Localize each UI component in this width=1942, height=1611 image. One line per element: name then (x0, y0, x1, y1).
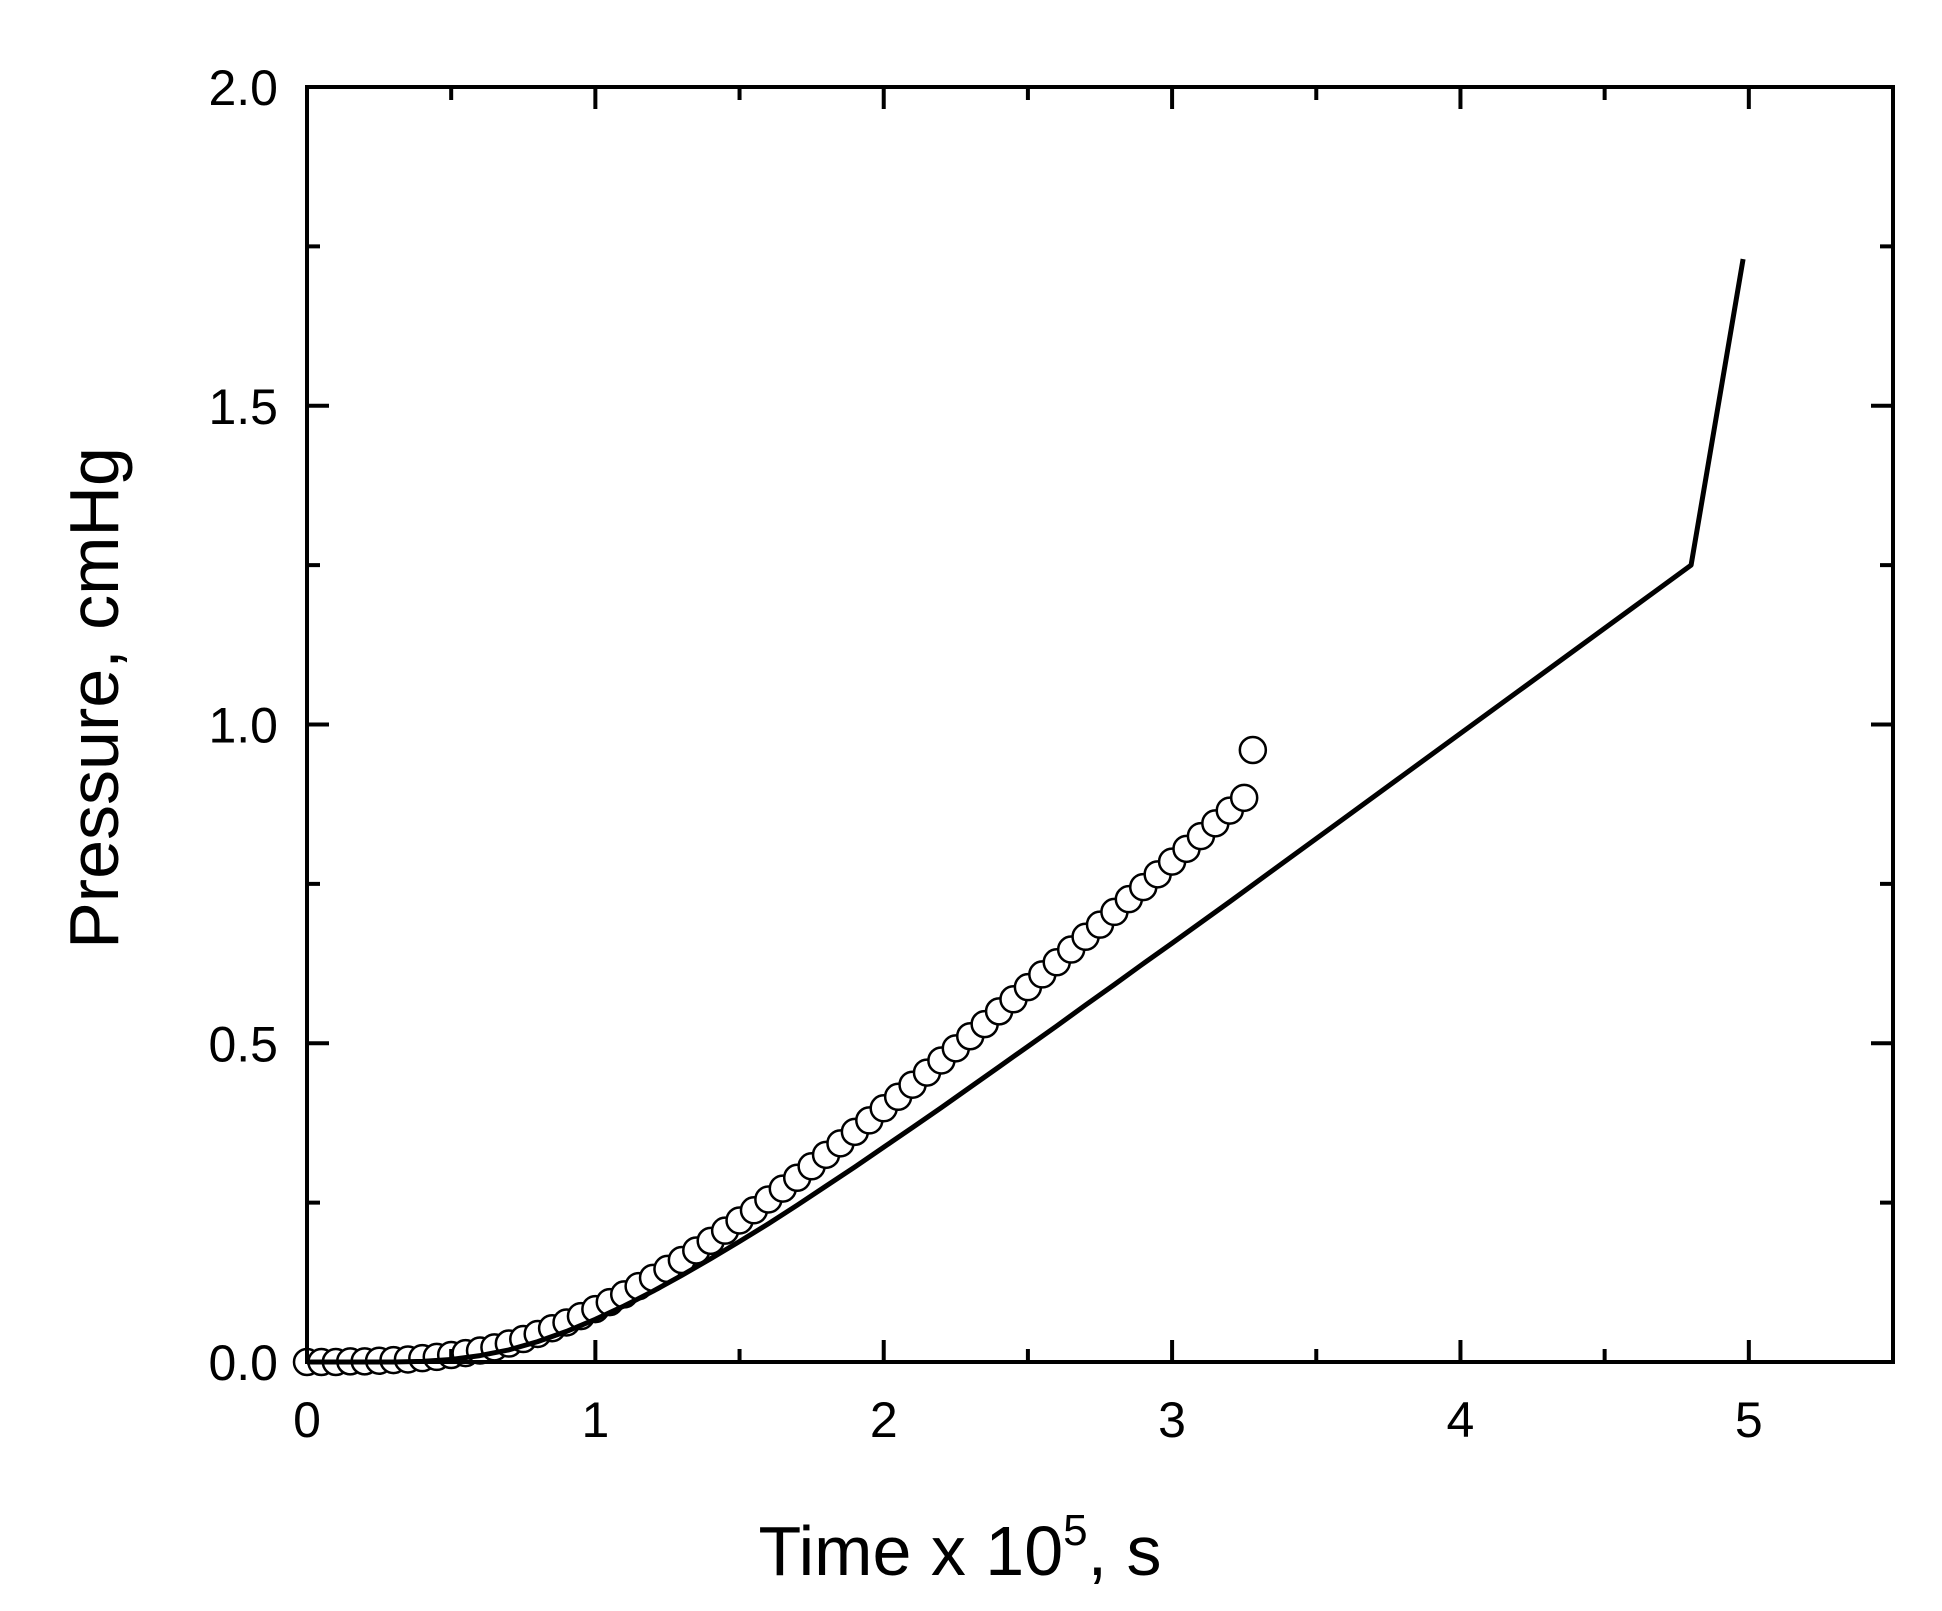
x-tick-label: 0 (293, 1392, 321, 1448)
x-tick-label: 4 (1447, 1392, 1475, 1448)
y-tick-label: 2.0 (208, 60, 278, 116)
data-point-marker (1229, 783, 1259, 813)
x-tick-label: 2 (870, 1392, 898, 1448)
y-tick-label: 0.0 (208, 1335, 278, 1391)
x-tick-label: 1 (581, 1392, 609, 1448)
tick-labels-layer: 0 1 2 3 4 5 0.0 0.5 1.0 1.5 2.0 (208, 60, 1762, 1448)
series-layer (292, 258, 1746, 1377)
fit-line (307, 258, 1746, 1365)
x-axis-title: Time x 105, s (758, 1506, 1161, 1590)
x-axis-title-superscript: 5 (1063, 1506, 1087, 1555)
y-tick-label: 1.0 (208, 698, 278, 754)
plot-frame (305, 85, 1895, 1364)
y-tick-label: 1.5 (208, 379, 278, 435)
data-point-marker (1238, 735, 1268, 765)
x-tick-label: 3 (1158, 1392, 1186, 1448)
y-tick-label: 0.5 (208, 1016, 278, 1072)
ticks-layer (305, 85, 1893, 1364)
y-axis-title: Pressure, cmHg (55, 447, 133, 949)
x-tick-label: 5 (1735, 1392, 1763, 1448)
